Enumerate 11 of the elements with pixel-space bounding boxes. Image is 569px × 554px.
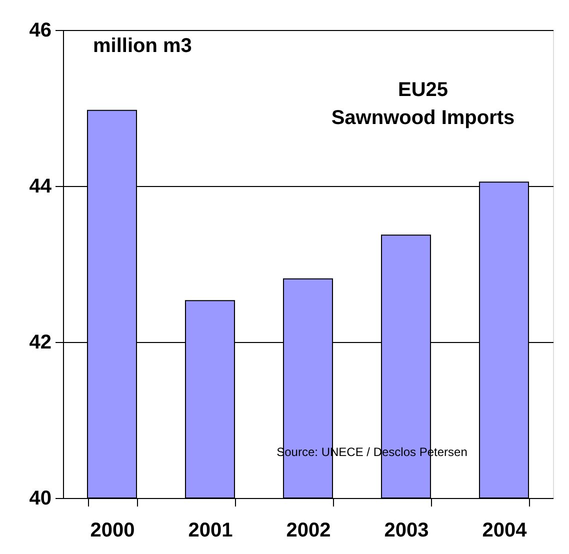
y-tick-label: 42 — [29, 332, 52, 354]
y-tick-label: 46 — [29, 20, 52, 42]
y-tick-label: 44 — [29, 176, 52, 198]
text: EU25 Sawnwood Imports — [331, 79, 515, 129]
x-tick-label: 2002 — [286, 520, 331, 542]
y-tick-label: 40 — [29, 488, 52, 510]
x-tick-label: 2003 — [384, 520, 429, 542]
annotation: million m3 — [93, 35, 192, 57]
x-tick-label: 2000 — [90, 520, 135, 542]
x-tick-label: 2001 — [188, 520, 233, 542]
x-tick-label: 2004 — [482, 520, 528, 542]
